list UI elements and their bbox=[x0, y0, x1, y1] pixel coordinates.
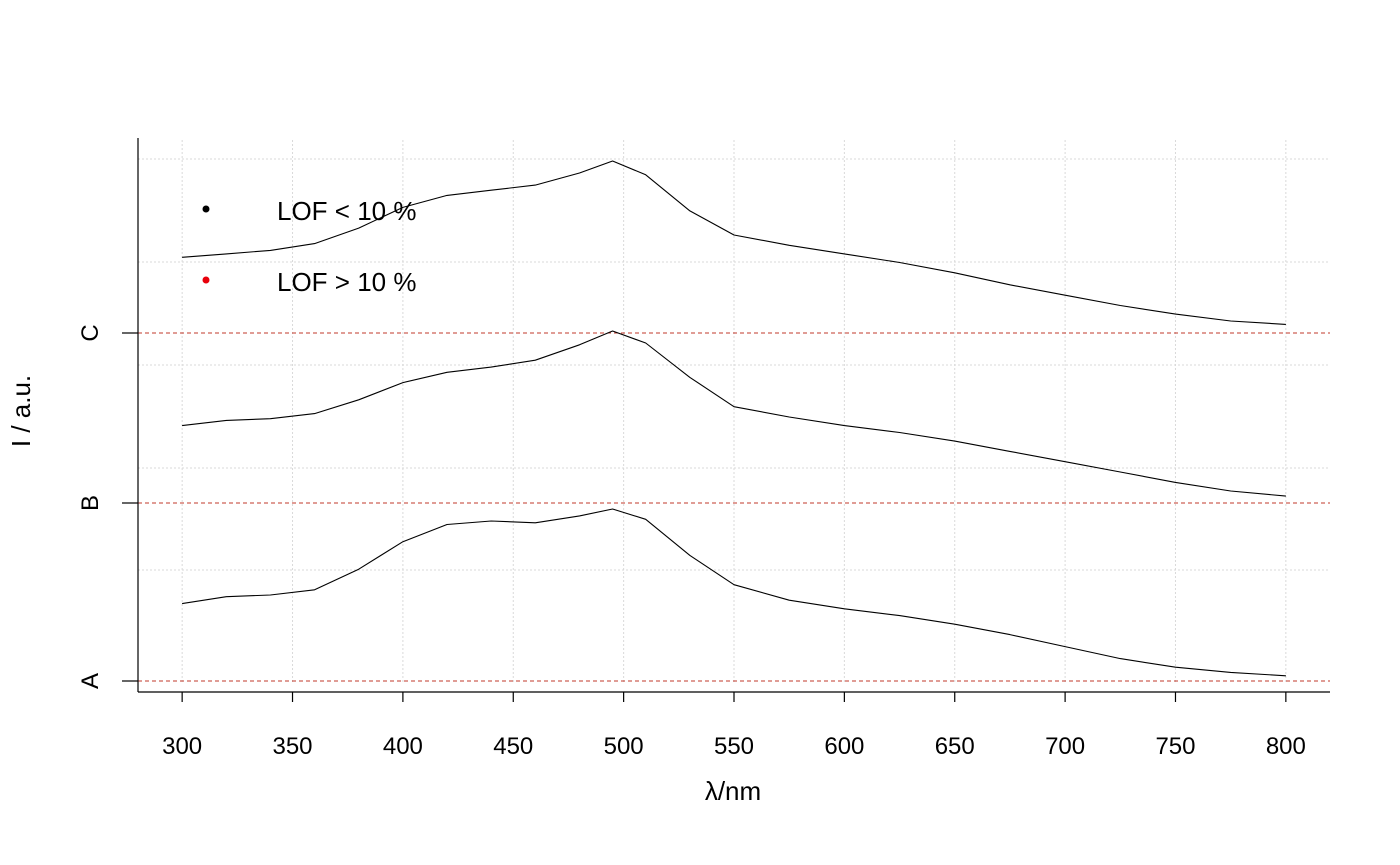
legend-marker-lof-high bbox=[202, 276, 210, 284]
series-line-A bbox=[182, 508, 1286, 677]
legend-label-lof-high: LOF > 10 % bbox=[277, 267, 416, 297]
y-tick-label: A bbox=[77, 673, 104, 689]
series-line-B bbox=[182, 330, 1286, 497]
y-axis-ticks: A B C bbox=[77, 324, 138, 689]
x-tick-label: 400 bbox=[383, 733, 423, 760]
grid bbox=[138, 140, 1330, 682]
y-tick-label: C bbox=[77, 324, 104, 341]
series-group bbox=[182, 160, 1286, 677]
baselines bbox=[138, 332, 1330, 682]
x-axis-label-unit: /nm bbox=[718, 776, 761, 806]
x-tick-label: 600 bbox=[824, 733, 864, 760]
x-tick-label: 650 bbox=[935, 733, 975, 760]
x-tick-label: 500 bbox=[604, 733, 644, 760]
legend-marker-lof-low bbox=[202, 205, 210, 213]
x-tick-label: 300 bbox=[162, 733, 202, 760]
x-tick-label: 700 bbox=[1045, 733, 1085, 760]
series-line-C bbox=[182, 160, 1286, 325]
x-tick-label: 450 bbox=[493, 733, 533, 760]
x-tick-label: 800 bbox=[1266, 733, 1306, 760]
y-axis-label: I / a.u. bbox=[6, 375, 36, 447]
legend-label-lof-low: LOF < 10 % bbox=[277, 196, 416, 226]
legend: LOF < 10 % LOF > 10 % bbox=[202, 196, 416, 297]
x-axis-label-symbol: λ bbox=[705, 776, 718, 806]
x-axis-label: λ/nm bbox=[705, 776, 761, 806]
x-tick-label: 750 bbox=[1155, 733, 1195, 760]
y-tick-label: B bbox=[77, 495, 104, 511]
x-tick-label: 350 bbox=[272, 733, 312, 760]
x-axis-ticks: 300 350 400 450 500 550 600 650 700 750 800 bbox=[162, 692, 1306, 760]
x-tick-label: 550 bbox=[714, 733, 754, 760]
